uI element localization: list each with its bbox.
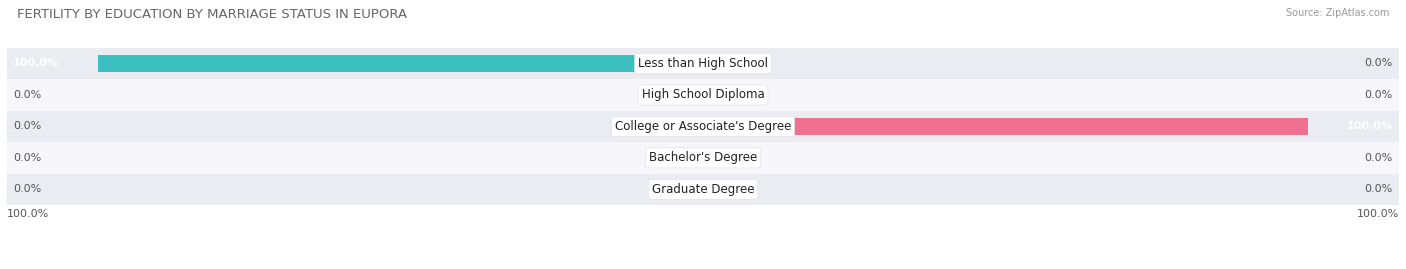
Bar — [7, 174, 1399, 205]
Text: Bachelor's Degree: Bachelor's Degree — [650, 151, 756, 164]
Text: 0.0%: 0.0% — [1365, 90, 1393, 100]
Bar — [7, 111, 1399, 142]
Bar — [661, 86, 703, 104]
Text: Source: ZipAtlas.com: Source: ZipAtlas.com — [1285, 8, 1389, 18]
Text: 0.0%: 0.0% — [13, 90, 41, 100]
Bar — [703, 86, 745, 104]
Bar — [661, 181, 703, 198]
Text: 0.0%: 0.0% — [1365, 184, 1393, 194]
Text: Less than High School: Less than High School — [638, 57, 768, 70]
Bar — [661, 149, 703, 167]
Text: College or Associate's Degree: College or Associate's Degree — [614, 120, 792, 133]
Bar — [661, 118, 703, 135]
Text: 100.0%: 100.0% — [7, 209, 49, 219]
Text: High School Diploma: High School Diploma — [641, 89, 765, 101]
Text: 0.0%: 0.0% — [1365, 58, 1393, 69]
Text: 0.0%: 0.0% — [13, 121, 41, 132]
Bar — [703, 149, 745, 167]
Text: 100.0%: 100.0% — [1347, 121, 1393, 132]
Bar — [7, 79, 1399, 111]
Text: 100.0%: 100.0% — [1357, 209, 1399, 219]
Bar — [98, 55, 703, 72]
Bar — [703, 181, 745, 198]
Text: Graduate Degree: Graduate Degree — [652, 183, 754, 196]
Bar — [7, 48, 1399, 79]
Bar — [703, 118, 1308, 135]
Text: 100.0%: 100.0% — [13, 58, 59, 69]
Bar — [703, 55, 745, 72]
Text: 0.0%: 0.0% — [1365, 153, 1393, 163]
Text: FERTILITY BY EDUCATION BY MARRIAGE STATUS IN EUPORA: FERTILITY BY EDUCATION BY MARRIAGE STATU… — [17, 8, 406, 21]
Text: 0.0%: 0.0% — [13, 184, 41, 194]
Text: 0.0%: 0.0% — [13, 153, 41, 163]
Bar — [7, 142, 1399, 174]
